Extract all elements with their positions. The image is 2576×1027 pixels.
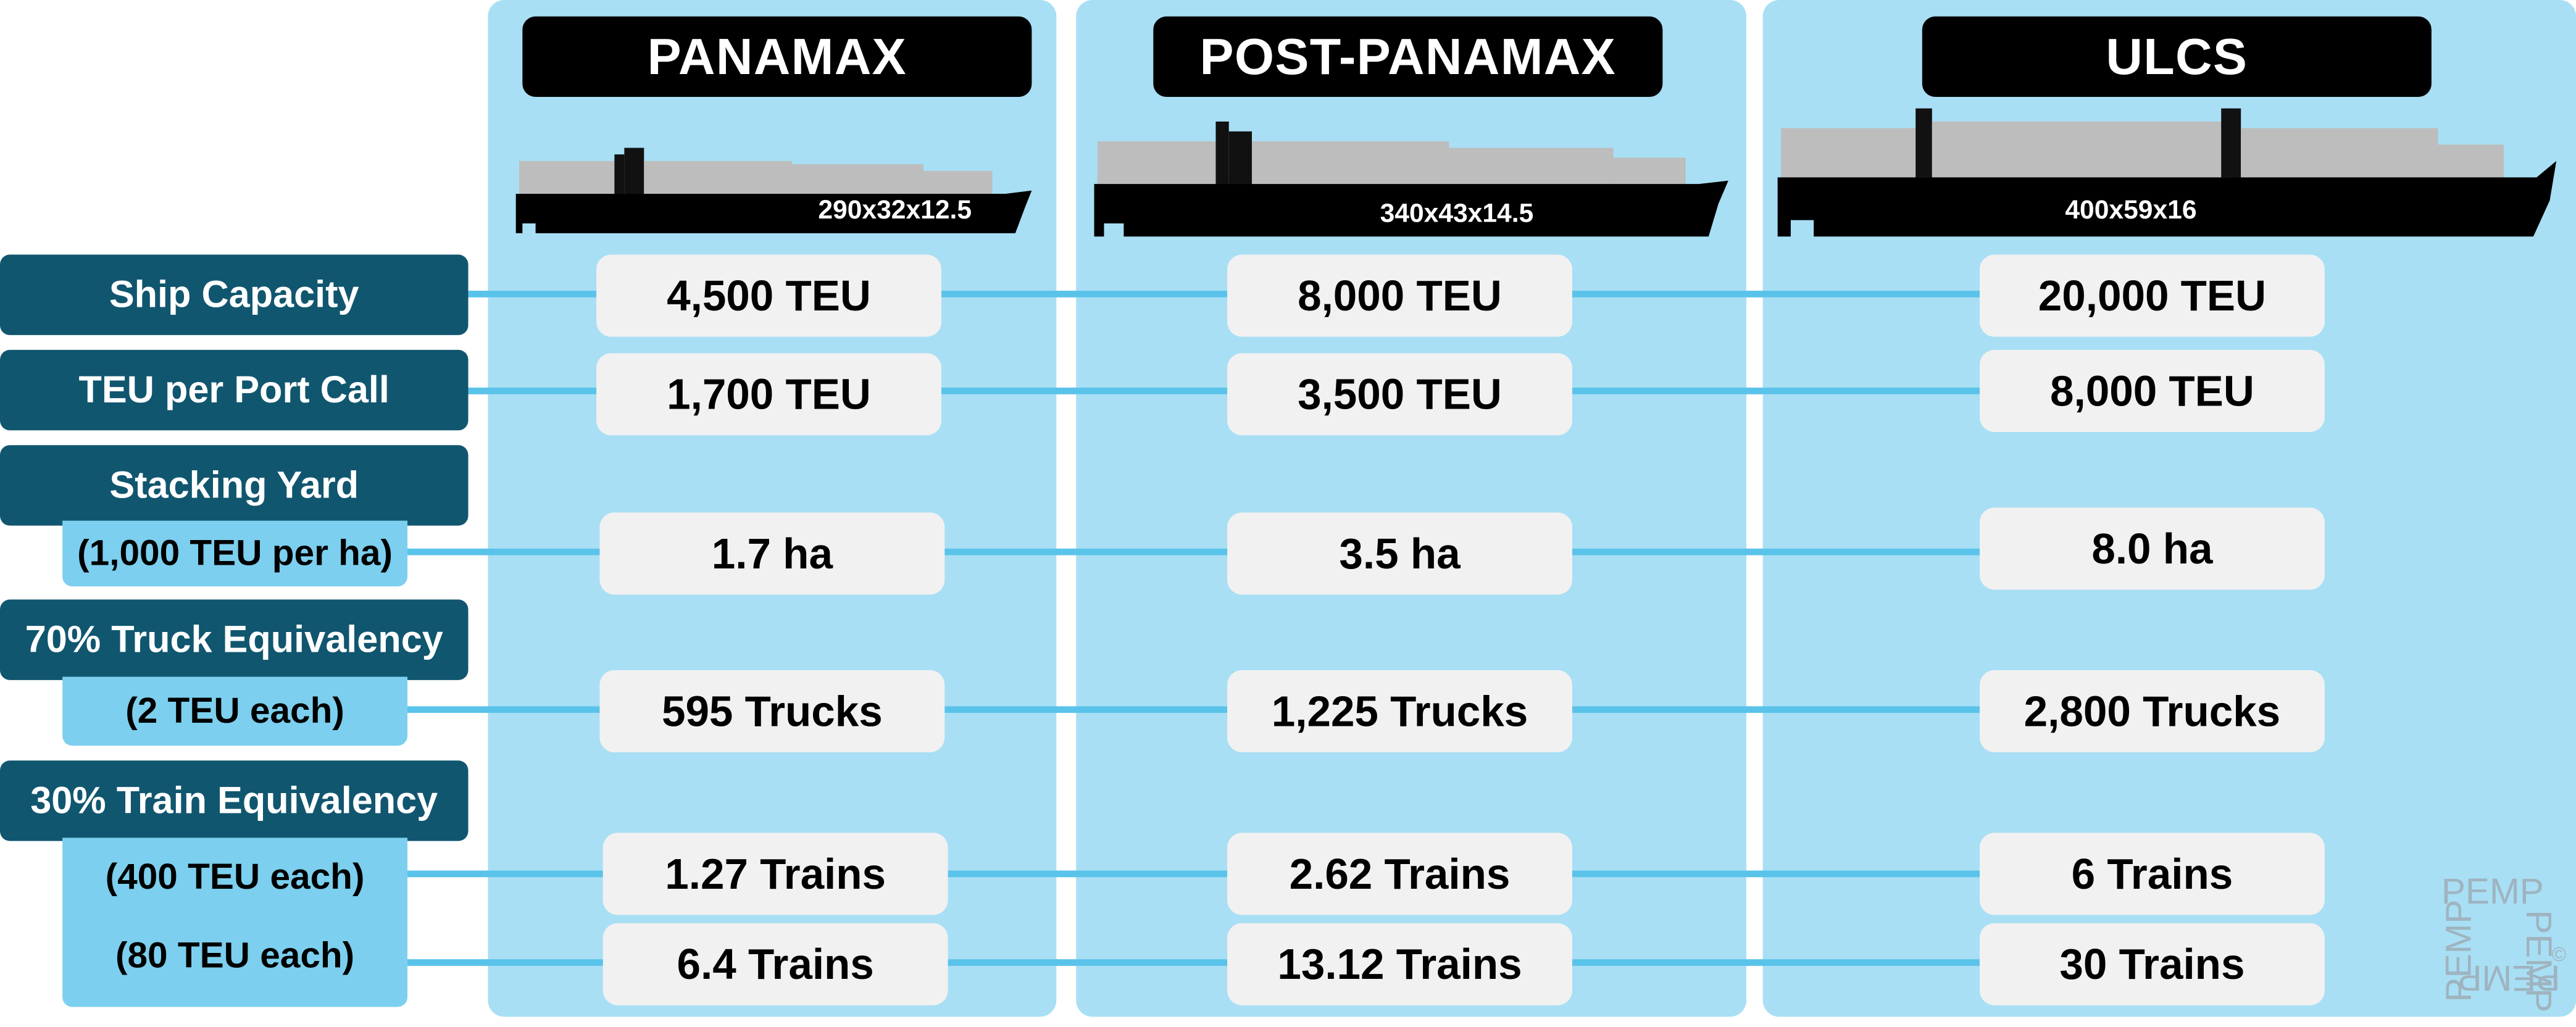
- copyright-mark: ©: [2551, 942, 2567, 966]
- value-cell: 595 Trucks: [599, 670, 945, 752]
- column-header: PANAMAX: [522, 16, 1032, 98]
- value-cell: 3,500 TEU: [1227, 353, 1572, 436]
- value-cell: 1.27 Trains: [602, 833, 948, 915]
- row-connector: [407, 706, 1996, 713]
- value-cell: 6 Trains: [1979, 833, 2325, 915]
- value-cell: 3.5 ha: [1227, 512, 1572, 595]
- panamax-ship-icon: [515, 148, 1032, 233]
- value-cell: 30 Trains: [1979, 923, 2325, 1005]
- row-connector: [407, 548, 1996, 555]
- row-label-ship-capacity: Ship Capacity: [0, 254, 469, 335]
- value-cell: 2.62 Trains: [1227, 833, 1572, 915]
- value-cell: 8,000 TEU: [1227, 254, 1572, 337]
- value-cell: 13.12 Trains: [1227, 923, 1572, 1005]
- train-sublabel-box: [62, 838, 408, 1007]
- row-sublabel: (80 TEU each): [115, 934, 355, 976]
- value-cell: 1,700 TEU: [596, 353, 941, 436]
- row-label-truck-equivalency: 70% Truck Equivalency: [0, 599, 469, 680]
- row-label-train-equivalency: 30% Train Equivalency: [0, 760, 469, 841]
- logo-text: PEMP: [2438, 899, 2480, 1002]
- column-header: POST-PANAMAX: [1153, 16, 1663, 98]
- row-sublabel: (400 TEU each): [105, 855, 365, 897]
- value-cell: 1,225 Trucks: [1227, 670, 1572, 752]
- ship-dimensions: 340x43x14.5: [1380, 200, 1534, 228]
- ship-dimensions: 290x32x12.5: [818, 197, 972, 225]
- ship-dimensions: 400x59x16: [2065, 197, 2197, 225]
- value-cell: 1.7 ha: [599, 512, 945, 595]
- row-sublabel: (2 TEU each): [62, 676, 408, 746]
- post-panamax-ship-icon: [1094, 121, 1728, 237]
- value-cell: 4,500 TEU: [596, 254, 941, 337]
- logo-text: PEMP: [2441, 870, 2544, 912]
- value-cell: 8,000 TEU: [1979, 349, 2325, 432]
- row-connector: [407, 959, 1996, 966]
- row-sublabel: (1,000 TEU per ha): [62, 520, 408, 587]
- value-cell: 2,800 Trucks: [1979, 670, 2325, 752]
- ulcs-ship-icon: [1777, 108, 2557, 237]
- value-cell: 8.0 ha: [1979, 507, 2325, 590]
- row-label-teu-per-port-call: TEU per Port Call: [0, 349, 469, 431]
- value-cell: 20,000 TEU: [1979, 254, 2325, 337]
- column-header: ULCS: [1922, 16, 2432, 98]
- row-connector: [407, 870, 1996, 878]
- value-cell: 6.4 Trains: [602, 923, 948, 1005]
- row-label-stacking-yard: Stacking Yard: [0, 445, 469, 526]
- pemp-logo: PEMP PEMP PEMP PEMP ©: [2438, 870, 2567, 1013]
